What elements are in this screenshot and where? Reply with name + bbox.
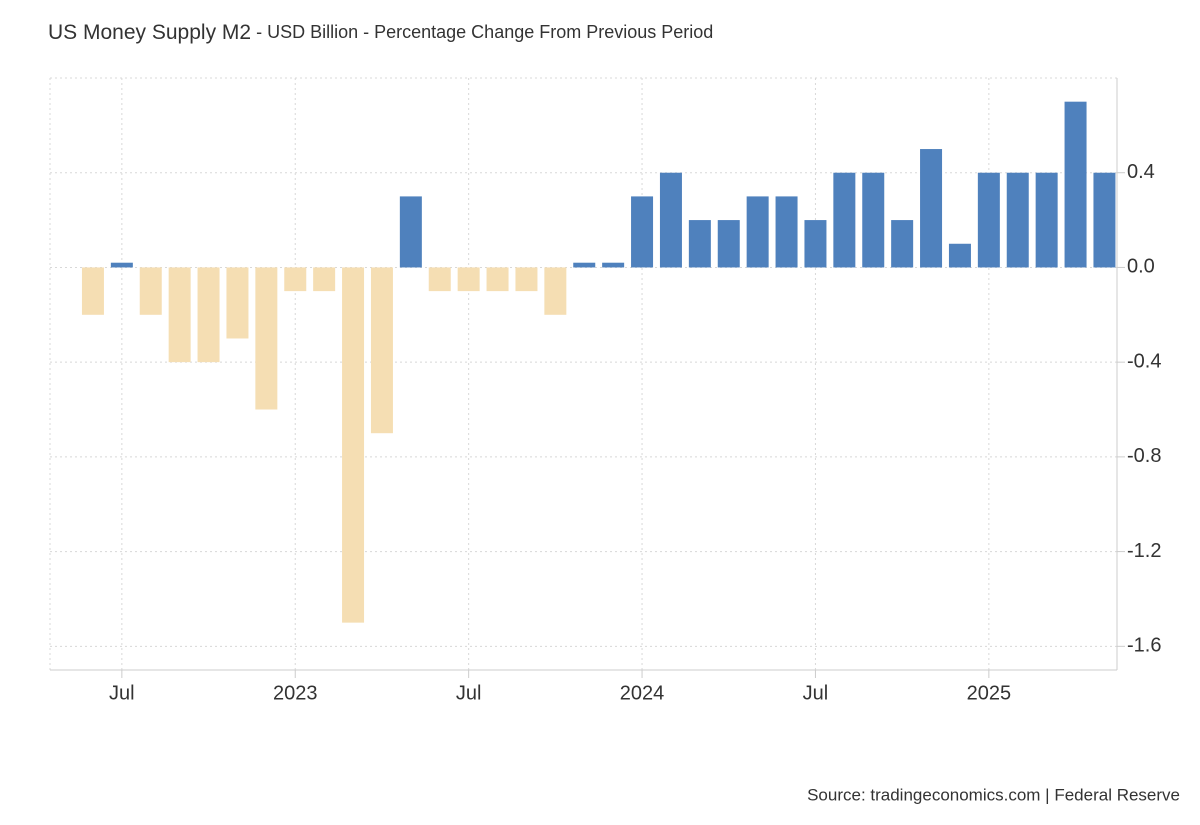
bar <box>1006 172 1029 268</box>
chart-title-group: US Money Supply M2 - USD Billion - Perce… <box>48 21 713 44</box>
bar <box>544 267 567 315</box>
bar <box>920 149 943 268</box>
bar <box>717 220 740 268</box>
bar <box>342 267 365 623</box>
x-tick-label: 2023 <box>273 682 318 704</box>
bar <box>110 262 133 268</box>
bar <box>659 172 682 268</box>
bar <box>370 267 393 434</box>
bar <box>168 267 191 363</box>
bar <box>255 267 278 410</box>
bar <box>891 220 914 268</box>
y-tick-label: 0.0 <box>1127 256 1155 278</box>
bar <box>688 220 711 268</box>
bar <box>573 262 596 268</box>
x-tick-label: 2024 <box>620 682 665 704</box>
y-tick-label: -0.4 <box>1127 350 1161 372</box>
y-tick-label: -0.8 <box>1127 445 1161 467</box>
y-tick-label: -1.6 <box>1127 635 1161 657</box>
x-tick-label: Jul <box>803 682 829 704</box>
chart-title: US Money Supply M2 <box>48 21 251 44</box>
bar <box>284 267 307 292</box>
bar <box>862 172 885 268</box>
y-tick-label: -1.2 <box>1127 540 1161 562</box>
bar <box>746 196 769 268</box>
bar <box>81 267 104 315</box>
bar <box>139 267 162 315</box>
bar <box>515 267 538 292</box>
chart-subtitle: - USD Billion - Percentage Change From P… <box>251 22 713 42</box>
bar <box>833 172 856 268</box>
bar <box>977 172 1000 268</box>
bar <box>631 196 654 268</box>
x-tick-label: Jul <box>109 682 135 704</box>
bar <box>602 262 625 268</box>
bar <box>1035 172 1058 268</box>
source: Source: tradingeconomics.com | Federal R… <box>807 785 1180 804</box>
bar <box>1093 172 1116 268</box>
bar <box>775 196 798 268</box>
bar <box>428 267 451 292</box>
x-tick-label: Jul <box>456 682 482 704</box>
y-tick-label: 0.4 <box>1127 161 1155 183</box>
bar <box>399 196 422 268</box>
bar <box>948 243 971 268</box>
bar <box>313 267 336 292</box>
x-tick-label: 2025 <box>967 682 1012 704</box>
bar <box>486 267 509 292</box>
bar <box>1064 101 1087 268</box>
bar <box>197 267 220 363</box>
bar <box>804 220 827 268</box>
bar <box>226 267 249 339</box>
bar <box>457 267 480 292</box>
